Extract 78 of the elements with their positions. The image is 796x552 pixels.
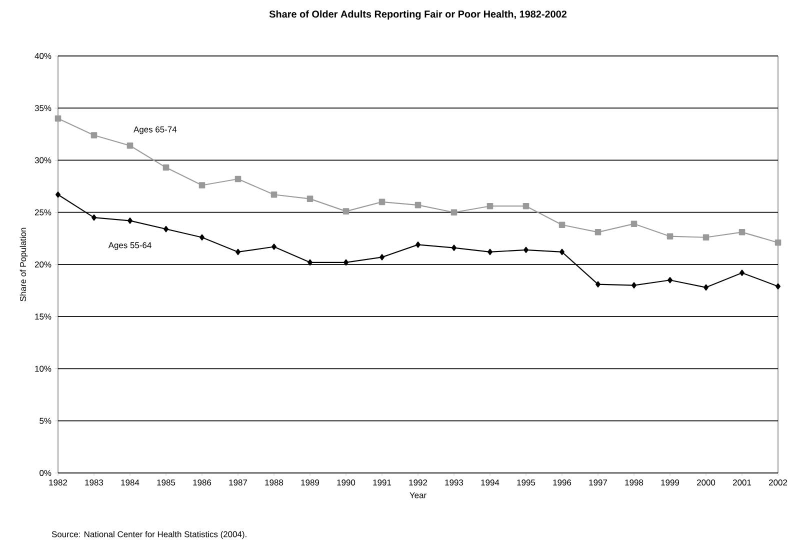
chart-title: Share of Older Adults Reporting Fair or Poor Health, 1982-2002 (269, 10, 567, 20)
point (270, 192, 278, 198)
x-tick-label: 1991 (373, 480, 392, 486)
point (522, 202, 530, 210)
x-tick-label: 1992 (409, 480, 427, 486)
x-tick-label: 2002 (769, 480, 787, 486)
x-tick-label: 1982 (49, 480, 67, 486)
point (164, 226, 169, 232)
x-tick-label: 2001 (733, 480, 752, 486)
point (380, 254, 384, 260)
x-tick-label: 1985 (157, 480, 176, 486)
point (704, 284, 708, 291)
point (666, 233, 674, 240)
y-tick-label: 0% (40, 470, 52, 476)
x-tick-label: 1994 (481, 480, 500, 486)
point (272, 244, 276, 250)
point (668, 276, 672, 284)
y-tick-label: 30% (34, 157, 52, 164)
point (774, 239, 782, 246)
y-axis-title: Share of Population (20, 228, 28, 302)
point (414, 202, 422, 208)
point (594, 229, 602, 236)
x-tick-label: 1998 (625, 480, 644, 486)
x-tick-label: 1984 (121, 480, 140, 486)
point (702, 234, 710, 241)
point (128, 218, 133, 224)
point (198, 182, 206, 188)
point (162, 164, 170, 171)
point (596, 281, 600, 288)
point (56, 192, 60, 198)
x-axis-title: Year (410, 492, 426, 498)
point (306, 196, 314, 202)
series-label: Ages 55-64 (108, 242, 152, 250)
point (524, 246, 529, 254)
y-tick-label: 20% (34, 261, 52, 268)
x-tick-label: 1990 (337, 480, 356, 486)
y-tick-label: 10% (35, 366, 52, 372)
point (378, 198, 386, 206)
point (558, 222, 566, 228)
point (632, 282, 636, 288)
x-tick-label: 1986 (193, 480, 212, 486)
x-tick-label: 1996 (553, 480, 572, 486)
x-tick-label: 1997 (589, 480, 607, 486)
x-tick-label: 1993 (445, 480, 464, 486)
point (92, 214, 96, 221)
point (738, 229, 746, 236)
point (488, 248, 493, 256)
point (452, 244, 457, 251)
point (234, 176, 242, 182)
point (236, 248, 240, 256)
y-tick-label: 5% (40, 418, 52, 424)
x-tick-label: 1999 (661, 480, 680, 486)
point (308, 259, 312, 266)
point (344, 259, 348, 266)
point (90, 132, 98, 138)
point (416, 242, 421, 248)
y-tick-label: 40% (34, 52, 52, 59)
y-tick-label: 25% (34, 209, 52, 216)
x-tick-label: 1988 (265, 480, 284, 486)
point (450, 209, 458, 216)
point (126, 142, 134, 149)
x-tick-label: 1987 (229, 480, 247, 486)
source-note: Source: National Center for Health Statistics (2004). (52, 531, 246, 539)
point (630, 220, 638, 227)
point (560, 248, 565, 256)
point (740, 270, 745, 276)
point (54, 115, 62, 122)
y-tick-label: 35% (34, 105, 52, 112)
point (342, 208, 350, 214)
series-label: Ages 65-74 (134, 126, 177, 134)
point (776, 283, 781, 290)
y-tick-label: 15% (35, 314, 52, 320)
x-tick-label: 1989 (301, 480, 320, 486)
x-tick-label: 2000 (697, 480, 716, 486)
point (486, 202, 494, 210)
point (200, 234, 204, 241)
x-tick-label: 1983 (85, 480, 104, 486)
x-tick-label: 1995 (517, 480, 536, 486)
